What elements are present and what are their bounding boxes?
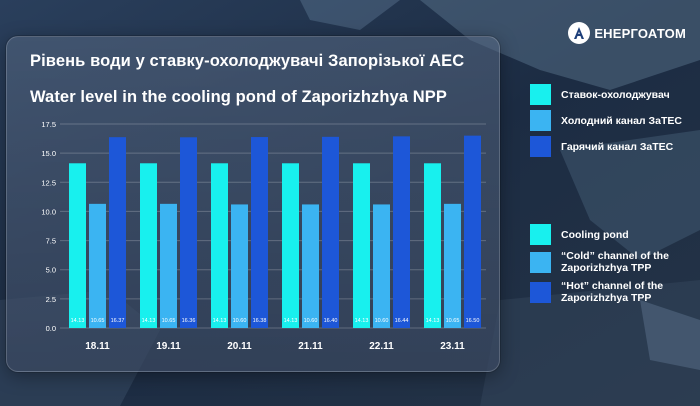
legend-swatch — [530, 110, 551, 131]
bar — [302, 204, 319, 328]
legend-label: “Hot” channel of the Zaporizhzhya TPP — [561, 280, 664, 304]
bar — [180, 137, 197, 328]
legend-swatch — [530, 224, 551, 245]
data-label: 14.13 — [213, 318, 227, 324]
x-tick-label: 18.11 — [85, 341, 110, 352]
legend-item-hot-channel-uk: Гарячий канал ЗаТЕС — [530, 136, 700, 157]
legend-item-cooling-pond-uk: Ставок-охолоджувач — [530, 84, 700, 105]
data-label: 10.65 — [162, 318, 176, 324]
data-label: 14.13 — [71, 318, 85, 324]
legend-swatch — [530, 251, 551, 273]
legend-label: “Cold” channel of the Zaporizhzhya TPP — [561, 250, 669, 274]
legend-item-cooling-pond-en: Cooling pond — [530, 224, 700, 245]
legend-label: Гарячий канал ЗаТЕС — [561, 140, 674, 153]
bar — [211, 163, 228, 328]
y-tick-label: 12.5 — [41, 178, 56, 187]
legend-item-hot-channel-en: “Hot” channel of the Zaporizhzhya TPP — [530, 280, 700, 304]
data-label: 10.65 — [91, 318, 105, 324]
data-label: 14.13 — [284, 318, 298, 324]
data-label: 10.65 — [446, 318, 460, 324]
legend-item-cold-channel-en: “Cold” channel of the Zaporizhzhya TPP — [530, 250, 700, 274]
bar — [251, 137, 268, 328]
legend-swatch — [530, 136, 551, 157]
legend-swatch — [530, 84, 551, 105]
bar — [373, 204, 390, 328]
chart-title-english: Water level in the cooling pond of Zapor… — [30, 88, 448, 106]
legend-swatch — [530, 281, 551, 303]
data-label: 14.13 — [142, 318, 156, 324]
y-tick-label: 5.0 — [46, 266, 56, 275]
bar — [140, 163, 157, 328]
bar — [444, 203, 461, 328]
legend-label: Холодний канал ЗаТЕС — [561, 114, 682, 127]
bar — [109, 137, 126, 328]
y-tick-label: 17.5 — [41, 120, 56, 129]
data-label: 16.40 — [324, 318, 338, 324]
bar — [322, 136, 339, 328]
x-tick-label: 22.11 — [369, 341, 394, 352]
bar — [160, 203, 177, 328]
data-label: 16.38 — [253, 318, 267, 324]
bar — [424, 163, 441, 328]
chart-title-ukrainian: Рівень води у ставку-охолоджувачі Запорі… — [30, 52, 465, 70]
y-tick-label: 7.5 — [46, 237, 56, 246]
y-tick-label: 15.0 — [41, 149, 56, 158]
data-label: 16.37 — [111, 318, 125, 324]
bar — [464, 135, 481, 328]
x-tick-label: 19.11 — [156, 341, 181, 352]
brand-name: ЕНЕРГОАТОМ — [594, 25, 686, 41]
legend-label: Cooling pond — [561, 228, 629, 241]
x-tick-label: 20.11 — [227, 341, 252, 352]
data-label: 14.13 — [355, 318, 369, 324]
data-label: 16.36 — [182, 318, 196, 324]
data-label: 16.44 — [395, 318, 409, 324]
data-label: 14.13 — [426, 318, 440, 324]
energoatom-logo-icon — [568, 22, 591, 44]
data-label: 10.60 — [233, 318, 247, 324]
legend-item-cold-channel-uk: Холодний канал ЗаТЕС — [530, 110, 700, 131]
legend-label: Ставок-охолоджувач — [561, 88, 670, 101]
y-tick-label: 0.0 — [46, 324, 56, 333]
brand-header: ЕНЕРГОАТОМ — [568, 22, 686, 44]
data-label: 10.60 — [375, 318, 389, 324]
x-tick-label: 21.11 — [298, 341, 323, 352]
bar — [353, 163, 370, 328]
bar — [282, 163, 299, 328]
y-tick-label: 10.0 — [41, 207, 56, 216]
bar — [69, 163, 86, 328]
data-label: 10.60 — [304, 318, 318, 324]
bar — [393, 136, 410, 328]
bar — [89, 203, 106, 328]
data-label: 16.50 — [466, 318, 480, 324]
y-tick-label: 2.5 — [46, 295, 56, 304]
bar — [231, 204, 248, 328]
x-tick-label: 23.11 — [440, 341, 465, 352]
